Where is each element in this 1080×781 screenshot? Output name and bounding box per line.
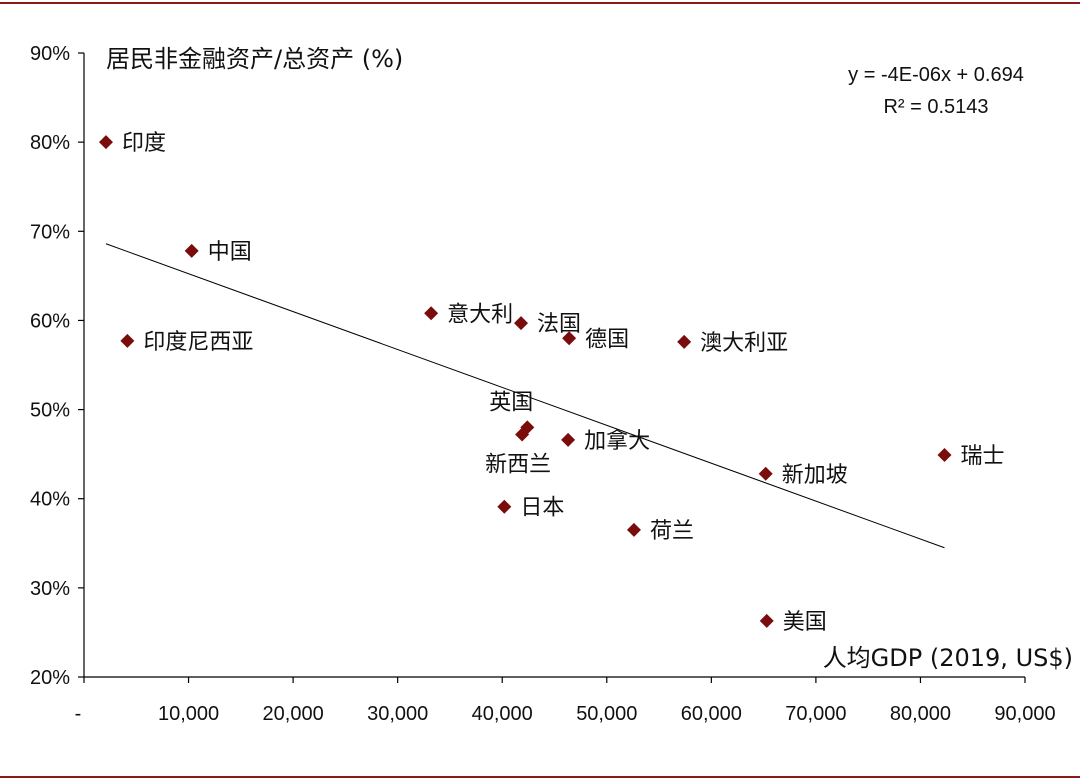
trendline-equation: y = -4E-06x + 0.694 — [848, 64, 1024, 86]
x-ticks: - 10,000 20,000 30,000 40,000 50,000 60,000 70,… — [75, 677, 1056, 725]
trendline-r2: R² = 0.5143 — [883, 96, 988, 118]
data-point — [562, 331, 577, 346]
y-tick-label: 70% — [30, 221, 70, 243]
data-point — [759, 613, 774, 628]
data-point — [184, 243, 199, 258]
x-tick-label: 80,000 — [890, 703, 951, 725]
data-point-label: 瑞士 — [960, 444, 1004, 469]
data-point-label: 印度尼西亚 — [143, 330, 253, 355]
data-point — [120, 333, 135, 348]
y-tick-label: 90% — [30, 43, 70, 65]
x-tick-label: 40,000 — [472, 703, 533, 725]
data-point — [514, 316, 529, 331]
data-point-label: 美国 — [783, 610, 827, 635]
data-point — [497, 499, 512, 514]
data-point — [626, 522, 641, 537]
data-points — [98, 135, 952, 628]
data-point-label: 中国 — [208, 240, 252, 265]
x-tick-label: 60,000 — [681, 703, 742, 725]
x-tick-label: 50,000 — [576, 703, 637, 725]
data-point-label: 新加坡 — [782, 463, 848, 488]
data-point-label: 新西兰 — [485, 453, 551, 478]
data-point — [98, 135, 113, 150]
data-point — [561, 432, 576, 447]
x-tick-label: 90,000 — [994, 703, 1055, 725]
data-point-label: 荷兰 — [650, 519, 694, 544]
data-point-label: 加拿大 — [584, 428, 650, 454]
y-tick-label: 30% — [30, 578, 70, 600]
y-ticks: 20% 30% 40% 50% 60% 70% 80% 90% — [30, 43, 84, 689]
x-tick-label: 70,000 — [785, 703, 846, 725]
x-axis-title: 人均GDP (2019, US$) — [823, 644, 1073, 672]
axes — [83, 53, 1025, 678]
y-tick-label: 80% — [30, 132, 70, 154]
x-tick-label: 30,000 — [367, 703, 428, 725]
data-point — [515, 427, 530, 442]
y-tick-label: 50% — [30, 400, 70, 422]
y-tick-label: 60% — [30, 310, 70, 332]
x-tick-label: 20,000 — [263, 703, 324, 725]
data-point — [937, 448, 952, 463]
data-point-label: 意大利 — [447, 302, 513, 327]
x-tick-label: 10,000 — [158, 703, 219, 725]
data-point-label: 印度 — [122, 131, 166, 156]
data-point-label: 日本 — [520, 496, 564, 521]
y-tick-label: 20% — [30, 667, 70, 689]
data-point — [758, 466, 773, 481]
data-point-label: 法国 — [537, 312, 581, 337]
trendline — [105, 243, 945, 549]
x-tick-label: - — [75, 703, 82, 725]
data-point — [424, 306, 439, 321]
y-tick-label: 40% — [30, 489, 70, 511]
data-point-label: 德国 — [585, 327, 629, 352]
y-axis-title: 居民非金融资产/总资产 (%) — [106, 45, 403, 73]
data-point-label: 澳大利亚 — [700, 331, 788, 356]
data-point-label: 英国 — [489, 390, 533, 415]
data-point — [677, 334, 692, 349]
